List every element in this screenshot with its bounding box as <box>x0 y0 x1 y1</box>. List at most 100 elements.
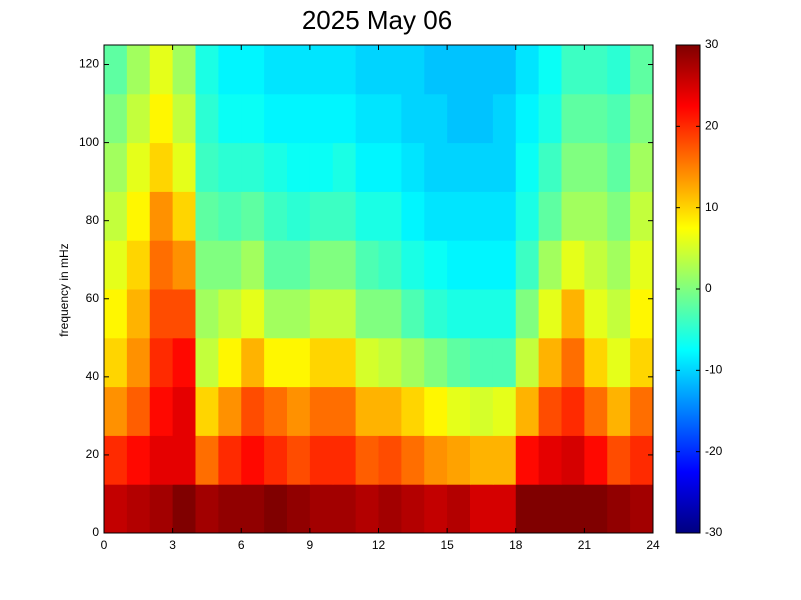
x-tick-label: 24 <box>646 538 660 552</box>
heatmap-cell <box>492 45 517 95</box>
heatmap-cell <box>104 435 128 485</box>
heatmap-cell <box>241 435 265 485</box>
heatmap-cell <box>630 142 654 192</box>
heatmap-cell <box>607 45 631 95</box>
heatmap-cell <box>378 142 402 192</box>
heatmap-cell <box>538 435 562 485</box>
heatmap-cell <box>355 45 379 95</box>
heatmap-cell <box>172 337 196 388</box>
heatmap-cell <box>332 240 357 290</box>
colorbar-tick-label: -30 <box>705 525 723 539</box>
heatmap-cell <box>470 142 494 192</box>
heatmap-cell <box>378 289 402 339</box>
heatmap-cell <box>584 289 608 339</box>
heatmap-cell <box>584 484 608 534</box>
heatmap-cell <box>149 484 174 534</box>
y-tick-label: 0 <box>92 525 99 539</box>
heatmap-cell <box>172 93 196 144</box>
heatmap-cell <box>355 240 379 290</box>
heatmap-cell <box>355 93 379 144</box>
heatmap-cell <box>264 484 288 534</box>
heatmap-cell <box>309 93 334 144</box>
heatmap-cell <box>104 289 128 339</box>
heatmap-cell <box>607 484 631 534</box>
heatmap-cell <box>126 142 151 192</box>
heatmap-cell <box>172 289 196 339</box>
heatmap-cell <box>195 435 219 485</box>
heatmap-cell <box>424 240 448 290</box>
heatmap-cell <box>584 191 608 241</box>
heatmap-cell <box>424 435 448 485</box>
heatmap-cell <box>149 386 174 436</box>
heatmap-cell <box>218 240 242 290</box>
heatmap-cell <box>561 240 585 290</box>
heatmap-cell <box>104 142 128 192</box>
heatmap-cell <box>401 386 425 436</box>
heatmap-cell <box>172 240 196 290</box>
heatmap-cell <box>492 337 517 388</box>
heatmap-cell <box>447 142 471 192</box>
heatmap-cell <box>218 386 242 436</box>
heatmap-cell <box>218 289 242 339</box>
heatmap-cell <box>104 240 128 290</box>
heatmap-cell <box>447 337 471 388</box>
heatmap-cell <box>538 386 562 436</box>
heatmap-cell <box>287 435 311 485</box>
heatmap-cell <box>195 337 219 388</box>
heatmap-cell <box>447 191 471 241</box>
heatmap-cell <box>378 484 402 534</box>
heatmap-cell <box>241 484 265 534</box>
heatmap-cell <box>492 386 517 436</box>
heatmap-cell <box>561 484 585 534</box>
heatmap-cell <box>492 240 517 290</box>
heatmap-cell <box>355 142 379 192</box>
heatmap-cell <box>424 45 448 95</box>
heatmap-cell <box>607 435 631 485</box>
heatmap-cell <box>332 93 357 144</box>
heatmap-cell <box>378 435 402 485</box>
heatmap-cell <box>470 386 494 436</box>
heatmap-cell <box>630 386 654 436</box>
heatmap-cell <box>515 484 540 534</box>
heatmap-cell <box>172 435 196 485</box>
heatmap-cell <box>447 289 471 339</box>
heatmap-cell <box>538 45 562 95</box>
y-tick-label: 60 <box>86 291 100 305</box>
heatmap-cell <box>332 45 357 95</box>
heatmap-cell <box>561 45 585 95</box>
heatmap-cell <box>218 142 242 192</box>
heatmap-cell <box>584 142 608 192</box>
heatmap-cell <box>630 337 654 388</box>
heatmap-cell <box>104 191 128 241</box>
heatmap-cell <box>492 142 517 192</box>
heatmap-cell <box>149 240 174 290</box>
heatmap-cell <box>447 435 471 485</box>
heatmap-cell <box>424 93 448 144</box>
heatmap-cell <box>172 191 196 241</box>
heatmap-cell <box>309 386 334 436</box>
heatmap-cell <box>218 337 242 388</box>
heatmap-cell <box>264 45 288 95</box>
heatmap-cell <box>470 191 494 241</box>
heatmap-cell <box>287 240 311 290</box>
heatmap-cell <box>447 484 471 534</box>
heatmap-cell <box>470 289 494 339</box>
heatmap-cell <box>195 142 219 192</box>
heatmap-cell <box>218 484 242 534</box>
heatmap-cell <box>515 386 540 436</box>
heatmap-cell <box>515 45 540 95</box>
heatmap-cell <box>241 93 265 144</box>
heatmap-cell <box>584 45 608 95</box>
heatmap-cell <box>126 93 151 144</box>
heatmap-cell <box>470 484 494 534</box>
heatmap-cell <box>492 93 517 144</box>
heatmap-cell <box>424 337 448 388</box>
heatmap-cell <box>287 386 311 436</box>
heatmap-cell <box>241 386 265 436</box>
heatmap-cell <box>607 337 631 388</box>
heatmap-cell <box>287 93 311 144</box>
heatmap-cell <box>195 289 219 339</box>
heatmap-cell <box>149 337 174 388</box>
heatmap-cell <box>195 93 219 144</box>
